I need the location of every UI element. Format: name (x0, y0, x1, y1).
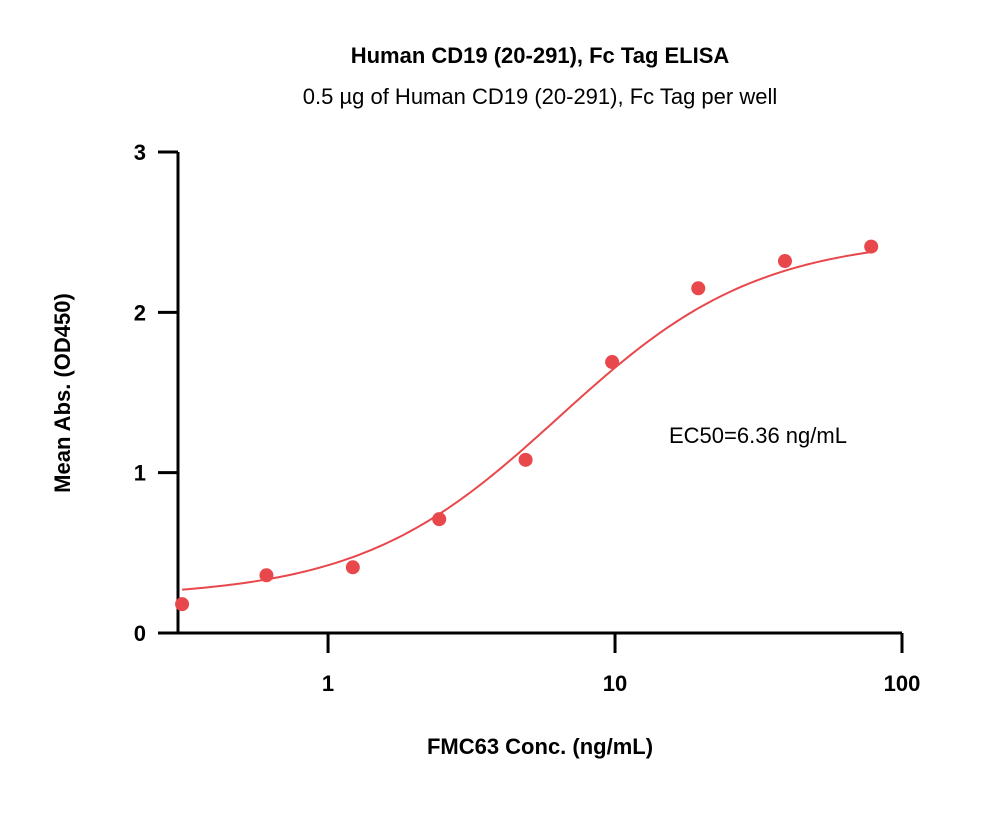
x-tick-label: 100 (884, 671, 921, 696)
fit-curve-layer (182, 251, 872, 591)
x-axis-label: FMC63 Conc. (ng/mL) (427, 734, 653, 759)
data-point (605, 355, 620, 370)
data-point (175, 597, 190, 612)
data-points (175, 239, 879, 612)
axes: 0 1 2 3 1 10 100 (134, 140, 921, 696)
y-tick-label: 2 (134, 300, 146, 325)
data-point (432, 512, 447, 527)
data-point (777, 254, 792, 269)
chart-subtitle: 0.5 µg of Human CD19 (20-291), Fc Tag pe… (303, 84, 778, 109)
data-point (691, 281, 706, 296)
data-point (259, 568, 274, 583)
y-tick-label: 1 (134, 461, 146, 486)
x-tick-label: 10 (603, 671, 627, 696)
chart-title: Human CD19 (20-291), Fc Tag ELISA (351, 43, 730, 68)
data-point (345, 560, 360, 575)
x-tick-label: 1 (322, 671, 334, 696)
data-point (864, 239, 879, 254)
y-tick-label: 3 (134, 140, 146, 165)
y-tick-label: 0 (134, 621, 146, 646)
ec50-annotation: EC50=6.36 ng/mL (669, 423, 847, 448)
data-point (518, 452, 533, 467)
fit-curve (182, 251, 872, 591)
y-axis-label: Mean Abs. (OD450) (50, 293, 75, 493)
